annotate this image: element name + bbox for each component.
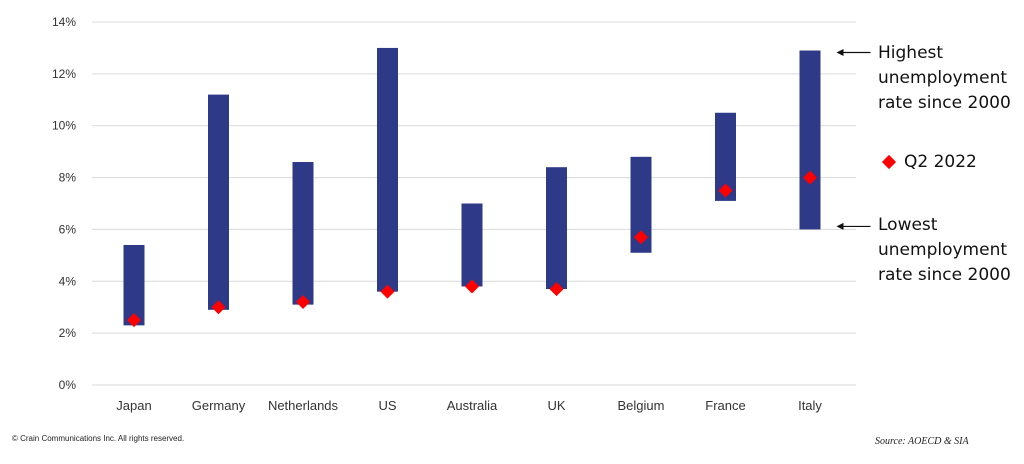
y-tick-label: 2% xyxy=(59,326,77,340)
legend-q2-2022: Q2 2022 xyxy=(881,152,977,172)
q2-2022-marker xyxy=(465,279,479,294)
y-tick-label: 6% xyxy=(59,222,77,236)
x-axis-ticks: Japan Germany Netherlands US Australia UK Belg… xyxy=(116,398,822,413)
y-tick-label: 0% xyxy=(59,378,77,392)
range-bar xyxy=(377,47,398,292)
q2-2022-markers xyxy=(127,170,817,328)
annotation-lowest-line-1: Lowest xyxy=(878,215,938,235)
copyright-text: © Crain Communications Inc. All rights r… xyxy=(12,434,185,443)
x-tick-label: Australia xyxy=(447,398,498,413)
range-bar xyxy=(123,244,145,326)
y-tick-label: 12% xyxy=(52,67,76,81)
q2-2022-marker xyxy=(803,170,817,185)
arrow-highest-head xyxy=(836,49,844,57)
annotation-highest-line-2: unemployment xyxy=(878,68,1008,88)
q2-2022-marker xyxy=(549,282,564,297)
q2-2022-marker xyxy=(634,230,648,245)
arrow-lowest-head xyxy=(836,222,844,230)
annotation-highest-line-3: rate since 2000 xyxy=(878,93,1011,113)
range-bar xyxy=(715,112,736,201)
x-tick-label: Germany xyxy=(192,398,246,413)
range-bar xyxy=(461,203,483,287)
x-tick-label: France xyxy=(705,398,745,413)
y-axis-ticks: 0% 2% 4% 6% 8% 10% 12% 14% xyxy=(52,15,76,392)
x-tick-label: Japan xyxy=(116,398,151,413)
q2-2022-marker xyxy=(718,183,733,198)
annotation-highest: Highest unemployment rate since 2000 xyxy=(878,41,1011,116)
x-tick-label: Italy xyxy=(798,398,822,413)
q2-2022-marker xyxy=(211,300,226,315)
x-tick-label: Belgium xyxy=(618,398,665,413)
annotation-lowest-line-2: unemployment xyxy=(878,240,1008,260)
x-tick-label: Netherlands xyxy=(268,398,339,413)
range-bar xyxy=(208,94,229,310)
range-bar xyxy=(292,162,314,305)
annotation-lowest: Lowest unemployment rate since 2000 xyxy=(878,213,1011,288)
y-tick-label: 10% xyxy=(52,119,76,133)
y-tick-label: 8% xyxy=(59,171,77,185)
annotation-arrows xyxy=(836,49,871,230)
x-tick-label: US xyxy=(378,398,396,413)
q2-2022-marker xyxy=(127,313,141,328)
source-text: Source: AOECD & SIA xyxy=(875,436,969,447)
q2-2022-marker xyxy=(380,284,395,299)
legend-diamond-icon xyxy=(881,154,897,170)
legend-q2-label: Q2 2022 xyxy=(904,152,977,172)
annotation-highest-line-1: Highest xyxy=(878,43,944,63)
range-bar xyxy=(546,167,567,290)
range-bars xyxy=(123,47,821,326)
annotation-lowest-line-3: rate since 2000 xyxy=(878,265,1011,285)
q2-2022-marker xyxy=(296,295,310,310)
y-tick-label: 14% xyxy=(52,15,76,29)
x-tick-label: UK xyxy=(547,398,565,413)
range-bar xyxy=(630,156,652,253)
range-bar xyxy=(799,50,821,230)
y-tick-label: 4% xyxy=(59,274,77,288)
